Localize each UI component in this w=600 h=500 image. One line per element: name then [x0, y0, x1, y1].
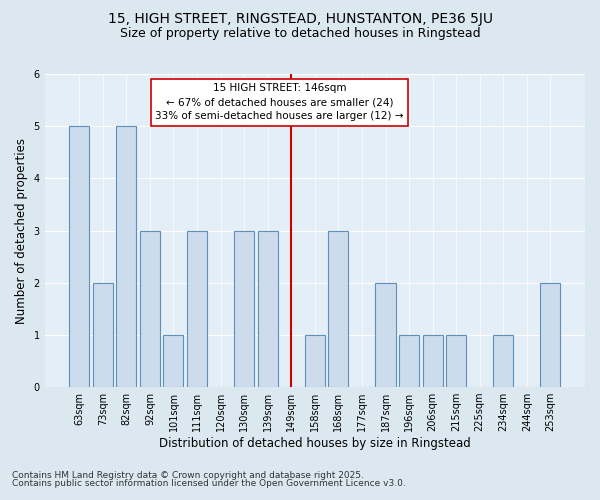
Bar: [93, 282, 113, 387]
Bar: [541, 282, 560, 387]
Text: Contains HM Land Registry data © Crown copyright and database right 2025.: Contains HM Land Registry data © Crown c…: [12, 471, 364, 480]
Bar: [328, 230, 349, 387]
Bar: [69, 126, 89, 387]
Bar: [163, 335, 184, 387]
Y-axis label: Number of detached properties: Number of detached properties: [15, 138, 28, 324]
Text: 15, HIGH STREET, RINGSTEAD, HUNSTANTON, PE36 5JU: 15, HIGH STREET, RINGSTEAD, HUNSTANTON, …: [107, 12, 493, 26]
Bar: [422, 335, 443, 387]
Bar: [258, 230, 278, 387]
Bar: [493, 335, 514, 387]
Bar: [376, 282, 395, 387]
X-axis label: Distribution of detached houses by size in Ringstead: Distribution of detached houses by size …: [159, 437, 471, 450]
Bar: [399, 335, 419, 387]
Bar: [234, 230, 254, 387]
Bar: [140, 230, 160, 387]
Text: Size of property relative to detached houses in Ringstead: Size of property relative to detached ho…: [119, 28, 481, 40]
Bar: [305, 335, 325, 387]
Bar: [116, 126, 136, 387]
Text: 15 HIGH STREET: 146sqm
← 67% of detached houses are smaller (24)
33% of semi-det: 15 HIGH STREET: 146sqm ← 67% of detached…: [155, 84, 404, 122]
Text: Contains public sector information licensed under the Open Government Licence v3: Contains public sector information licen…: [12, 478, 406, 488]
Bar: [446, 335, 466, 387]
Bar: [187, 230, 207, 387]
